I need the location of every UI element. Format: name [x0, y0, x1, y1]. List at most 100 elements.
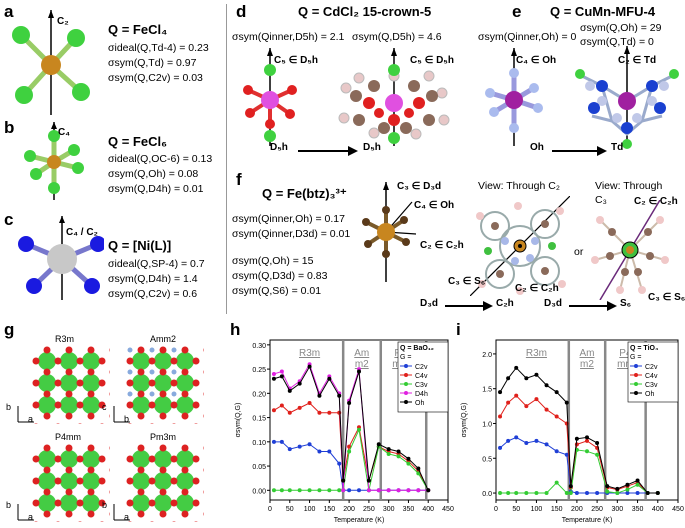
- legend-marker-Oh: [634, 391, 638, 395]
- o-atom: [109, 446, 110, 450]
- o-atom: [54, 357, 62, 365]
- o-atom: [65, 510, 73, 518]
- o-atom: [109, 512, 110, 516]
- data-point-C4v: [279, 403, 284, 408]
- data-point-Oh: [366, 478, 371, 483]
- o-atom: [148, 455, 156, 463]
- cell-title-p4mm: P4mm: [55, 432, 82, 442]
- axis-f-1: C₃ ∈ D₃d: [397, 181, 442, 192]
- data-point-C3v: [534, 491, 539, 496]
- data-point-C3v: [307, 488, 312, 493]
- o-atom: [181, 466, 189, 474]
- data-point-Oh: [645, 491, 650, 496]
- formula-c: Q = [Ni(L)]: [108, 238, 172, 253]
- x-tick-label: 150: [551, 506, 563, 513]
- data-point-C4v: [534, 397, 539, 402]
- data-point-D4h: [406, 488, 411, 493]
- o-atom: [98, 499, 106, 507]
- o-atom: [56, 521, 60, 522]
- data-point-C4v: [307, 401, 312, 406]
- x-tick-label: 100: [531, 506, 543, 513]
- o-atom: [172, 423, 176, 424]
- ti-atom: [149, 369, 155, 375]
- ti-atom: [127, 369, 133, 375]
- ba-atom: [82, 396, 100, 414]
- o-atom: [76, 455, 84, 463]
- y-axis-label: σsym(Q,G): [235, 403, 242, 438]
- ti-atom: [171, 391, 177, 397]
- o-atom: [54, 401, 62, 409]
- v1-axis-1: C₃ ∈ S₆: [448, 276, 486, 287]
- o-atom: [150, 521, 154, 522]
- phase-label: m2: [355, 359, 369, 370]
- axis-f-2: C₄ ∈ Oh: [414, 200, 455, 211]
- ba-atom: [176, 374, 194, 392]
- axis-d-1: C₅ ∈ D₅h: [274, 55, 318, 66]
- data-point-C4v: [506, 400, 511, 405]
- legend-label-Oh: Oh: [415, 400, 424, 407]
- unit-cell-r3m: [32, 346, 110, 424]
- o-atom: [203, 446, 204, 450]
- o-atom: [203, 348, 204, 352]
- data-point-Oh: [585, 435, 589, 440]
- ba-atom: [82, 352, 100, 370]
- ba-atom: [60, 494, 78, 512]
- formula-a: Q = FeCl₄: [108, 22, 168, 37]
- y-tick-label: 0.5: [482, 456, 492, 463]
- data-point-Oh: [376, 442, 381, 447]
- o-atom: [159, 390, 167, 398]
- e-arrow-to: Td: [611, 142, 624, 153]
- data-point-C3v: [635, 482, 640, 487]
- o-atom: [181, 368, 189, 376]
- data-point-Oh: [317, 393, 322, 398]
- o-atom: [76, 357, 84, 365]
- ba-atom: [176, 494, 194, 512]
- o-atom: [98, 477, 106, 485]
- axes-b-1: b: [6, 402, 12, 412]
- axes-b-3: b: [6, 500, 12, 510]
- ba-atom: [154, 472, 172, 490]
- o-atom: [137, 368, 145, 376]
- data-point-C4v: [524, 404, 529, 409]
- data-point-C2v: [625, 491, 630, 496]
- legend-marker-C3v: [634, 382, 638, 386]
- axis-label-c: C₄ / C₂: [66, 227, 98, 238]
- data-point-C4v: [337, 410, 342, 415]
- mfu4-inner-structure: [485, 48, 543, 146]
- o-atom: [137, 510, 145, 518]
- y-tick-label: 0.10: [252, 440, 266, 447]
- data-point-C3v: [568, 491, 573, 496]
- series-line-Oh: [273, 365, 429, 491]
- o-atom: [87, 488, 95, 496]
- sigma-c-1: σideal(Q,SP-4) = 0.7: [108, 258, 205, 270]
- data-point-Oh: [279, 374, 284, 379]
- o-atom: [34, 521, 38, 522]
- data-point-C4v: [347, 444, 352, 449]
- data-point-C4v: [544, 407, 549, 412]
- o-atom: [170, 499, 178, 507]
- data-point-D4h: [279, 369, 284, 374]
- data-point-C2v: [585, 491, 589, 496]
- phase-label: mm: [617, 359, 634, 370]
- legend-marker-C2v: [634, 364, 638, 368]
- o-atom: [159, 510, 167, 518]
- o-atom: [126, 499, 134, 507]
- legend-marker-C4v: [404, 373, 408, 377]
- data-point-C2v: [524, 440, 529, 445]
- data-point-C3v: [287, 488, 292, 493]
- ba-atom: [60, 374, 78, 392]
- f-arrow2-from: D₃d: [544, 298, 562, 309]
- data-point-C3v: [615, 491, 620, 496]
- o-atom: [148, 357, 156, 365]
- o-atom: [192, 401, 200, 409]
- o-atom: [137, 466, 145, 474]
- o-atom: [43, 412, 51, 420]
- data-point-Oh: [524, 376, 529, 381]
- sigma-c-3: σsym(Q,C2v) = 0.6: [108, 288, 198, 300]
- sigma-f-4: σsym(Q,Oh) = 15: [232, 255, 314, 267]
- o-atom: [43, 466, 51, 474]
- view-c3-structure: [591, 200, 669, 300]
- f-arrow2: [569, 301, 617, 311]
- o-atom: [170, 455, 178, 463]
- f-arrow1: [445, 301, 493, 311]
